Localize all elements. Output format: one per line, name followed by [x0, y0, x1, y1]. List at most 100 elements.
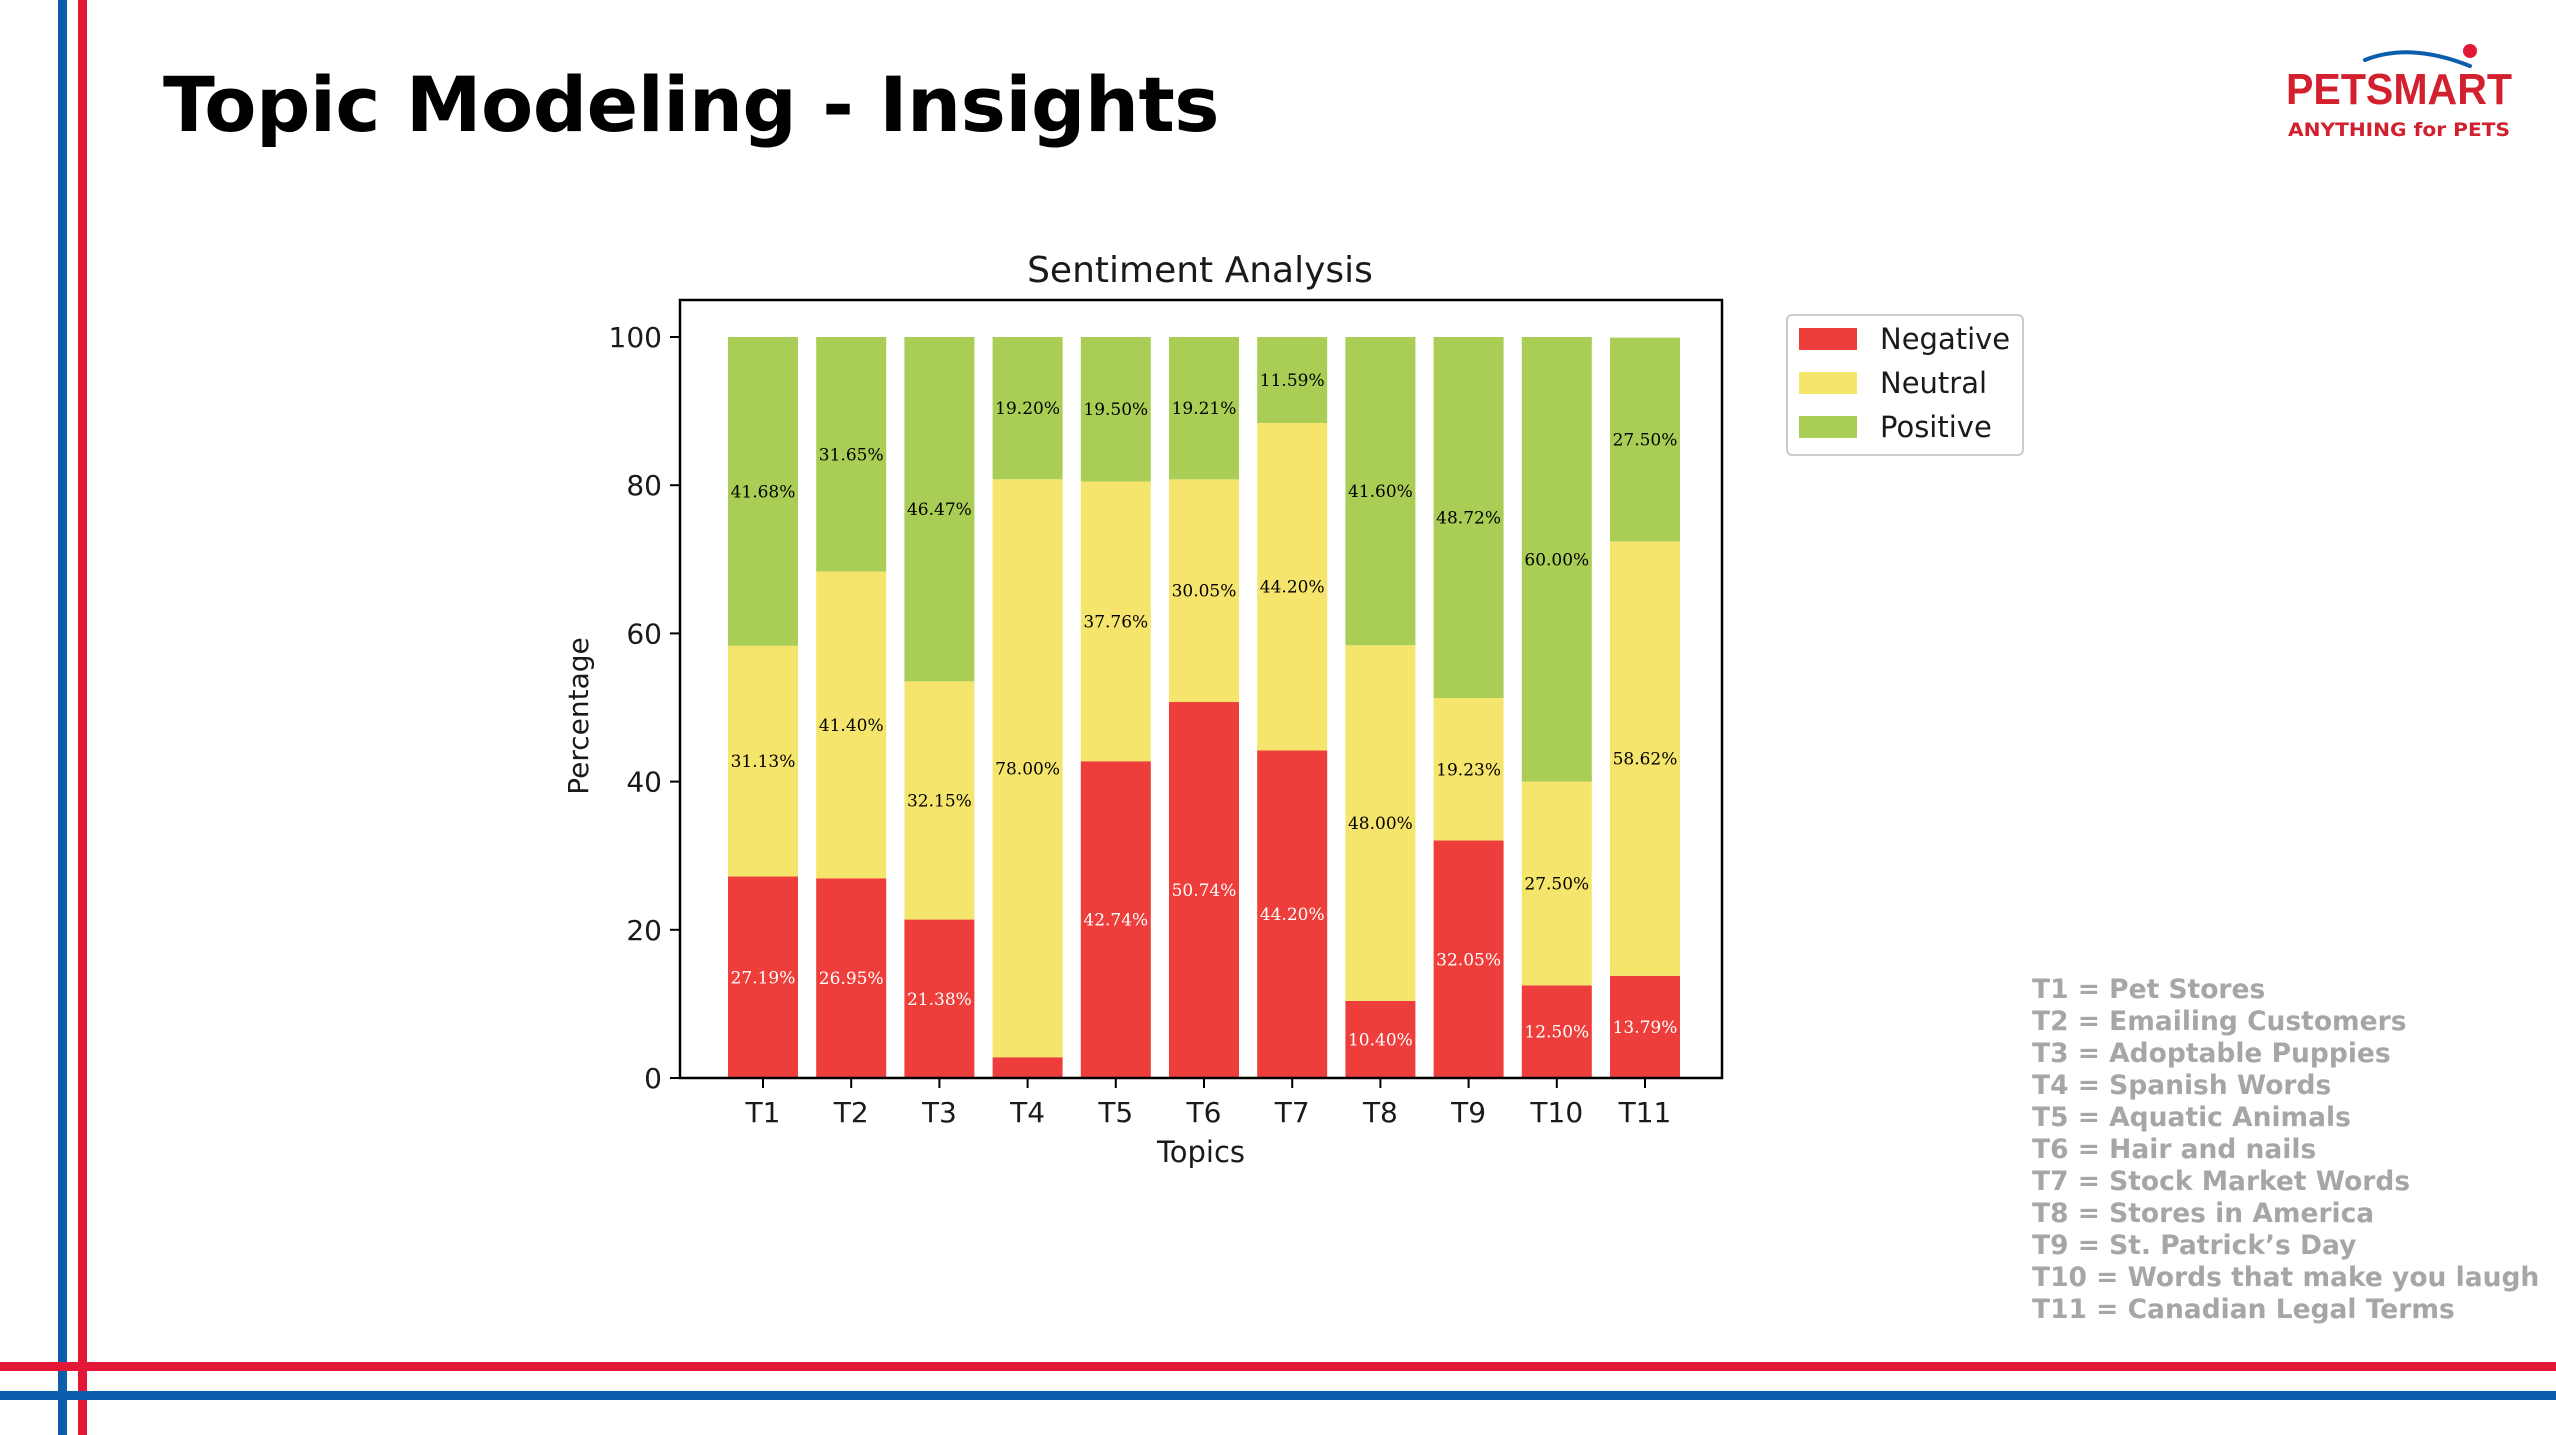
bar-positive-t6 — [1169, 337, 1239, 480]
x-tick-label: T10 — [1529, 1096, 1583, 1129]
logo-brand: PETSMART — [2286, 65, 2512, 114]
border-horizontal-red — [0, 1362, 2556, 1371]
bar-positive-t7 — [1257, 337, 1328, 423]
data-label-positive-t11: 27.50% — [1613, 431, 1678, 451]
y-tick-label: 40 — [626, 766, 662, 799]
logo-ball-icon — [2463, 44, 2477, 58]
data-label-neutral-t4: 78.00% — [995, 759, 1060, 779]
border-vertical-red — [78, 0, 87, 1435]
data-label-positive-t5: 19.50% — [1083, 400, 1148, 420]
data-label-negative-t4: 2.80% — [1001, 1085, 1055, 1105]
bar-positive-t9 — [1433, 337, 1504, 699]
data-label-positive-t6: 19.21% — [1172, 399, 1237, 419]
bar-neutral-t9 — [1433, 698, 1504, 841]
data-label-neutral-t7: 44.20% — [1260, 578, 1325, 598]
topic-legend: T1 = Pet Stores T2 = Emailing Customers T3… — [2032, 974, 2552, 1326]
chart-legend: Negative Neutral Positive — [1786, 314, 2024, 456]
bar-positive-t8 — [1345, 337, 1416, 646]
data-label-neutral-t8: 48.00% — [1348, 814, 1413, 834]
slide-title: Topic Modeling - Insights — [163, 60, 1220, 149]
bar-negative-t11 — [1610, 975, 1680, 1078]
logo-swoosh — [2363, 50, 2472, 68]
data-label-positive-t7: 11.59% — [1260, 371, 1325, 391]
border-horizontal-blue — [0, 1391, 2556, 1400]
topic-legend-item: T1 = Pet Stores — [2032, 974, 2266, 1005]
data-label-positive-t3: 46.47% — [907, 500, 972, 520]
bar-positive-t4 — [992, 337, 1063, 480]
bar-positive-t10 — [1521, 337, 1592, 782]
topic-legend-item: T7 = Stock Market Words — [2032, 1166, 2411, 1197]
x-tick-label: T9 — [1450, 1096, 1486, 1129]
x-tick-label: T8 — [1362, 1096, 1398, 1129]
legend-swatch-positive — [1799, 416, 1857, 438]
bar-positive-t5 — [1080, 337, 1151, 482]
border-vertical-blue — [58, 0, 67, 1435]
topic-legend-item: T9 = St. Patrick’s Day — [2032, 1230, 2357, 1261]
bar-neutral-t11 — [1610, 541, 1680, 976]
data-label-positive-t8: 41.60% — [1348, 482, 1413, 502]
bar-neutral-t5 — [1080, 481, 1151, 762]
bar-neutral-t4 — [992, 479, 1063, 1058]
bar-negative-t5 — [1080, 761, 1151, 1078]
petsmart-logo: PETSMART ANYTHING for PETS — [2286, 44, 2512, 141]
bar-negative-t6 — [1169, 702, 1239, 1078]
data-label-positive-t1: 41.68% — [731, 482, 796, 502]
topic-legend-item: T5 = Aquatic Animals — [2032, 1102, 2351, 1133]
y-tick-label: 100 — [609, 321, 662, 354]
legend-label-negative: Negative — [1880, 322, 2010, 356]
data-label-positive-t9: 48.72% — [1436, 509, 1501, 529]
bar-neutral-t6 — [1169, 479, 1239, 703]
data-label-negative-t11: 13.79% — [1613, 1018, 1678, 1038]
bar-neutral-t3 — [904, 681, 975, 920]
legend-swatch-neutral — [1799, 372, 1857, 394]
plot-frame — [678, 298, 1724, 1080]
bar-neutral-t8 — [1345, 645, 1416, 1001]
data-label-positive-t2: 31.65% — [819, 445, 884, 465]
data-label-negative-t7: 44.20% — [1260, 905, 1325, 925]
bar-positive-t2 — [816, 337, 887, 572]
data-label-negative-t2: 26.95% — [819, 969, 884, 989]
data-label-negative-t1: 27.19% — [731, 968, 796, 988]
topic-legend-item: T10 = Words that make you laugh — [2032, 1262, 2540, 1293]
bar-neutral-t7 — [1257, 422, 1328, 751]
legend-swatch-negative — [1799, 328, 1857, 350]
x-tick-label: T7 — [1274, 1096, 1310, 1129]
bar-neutral-t1 — [728, 645, 798, 877]
data-label-negative-t6: 50.74% — [1172, 881, 1237, 901]
legend-label-neutral: Neutral — [1880, 366, 1987, 400]
x-tick-label: T3 — [921, 1096, 957, 1129]
y-tick-label: 0 — [644, 1062, 662, 1095]
chart-title: Sentiment Analysis — [1027, 250, 1373, 291]
x-tick-label: T11 — [1618, 1096, 1672, 1129]
y-axis-label: Percentage — [562, 637, 595, 795]
data-label-neutral-t5: 37.76% — [1083, 612, 1148, 632]
data-label-negative-t10: 12.50% — [1524, 1023, 1589, 1043]
bar-negative-t9 — [1433, 840, 1504, 1078]
x-tick-label: T1 — [745, 1096, 781, 1129]
data-label-negative-t5: 42.74% — [1083, 911, 1148, 931]
data-label-neutral-t6: 30.05% — [1172, 582, 1237, 602]
x-tick-label: T6 — [1186, 1096, 1222, 1129]
bar-negative-t10 — [1521, 985, 1592, 1078]
data-label-positive-t4: 19.20% — [995, 399, 1060, 419]
topic-legend-item: T3 = Adoptable Puppies — [2032, 1038, 2391, 1069]
data-label-neutral-t1: 31.13% — [731, 752, 796, 772]
bar-neutral-t10 — [1521, 781, 1592, 986]
data-label-negative-t3: 21.38% — [907, 990, 972, 1010]
bar-positive-t1 — [728, 337, 798, 646]
topic-legend-item: T4 = Spanish Words — [2032, 1070, 2332, 1101]
bar-negative-t3 — [904, 919, 975, 1078]
bar-negative-t7 — [1257, 750, 1328, 1078]
data-label-neutral-t9: 19.23% — [1436, 760, 1501, 780]
y-tick-label: 80 — [626, 469, 662, 502]
topic-legend-item: T11 = Canadian Legal Terms — [2032, 1294, 2455, 1325]
data-label-neutral-t2: 41.40% — [819, 716, 884, 736]
x-tick-label: T2 — [833, 1096, 869, 1129]
bar-neutral-t2 — [816, 571, 887, 879]
y-tick-label: 20 — [626, 914, 662, 947]
bar-positive-t3 — [904, 337, 975, 682]
bar-negative-t2 — [816, 878, 887, 1078]
x-tick-label: T5 — [1097, 1096, 1133, 1129]
logo-tagline: ANYTHING for PETS — [2288, 119, 2510, 141]
